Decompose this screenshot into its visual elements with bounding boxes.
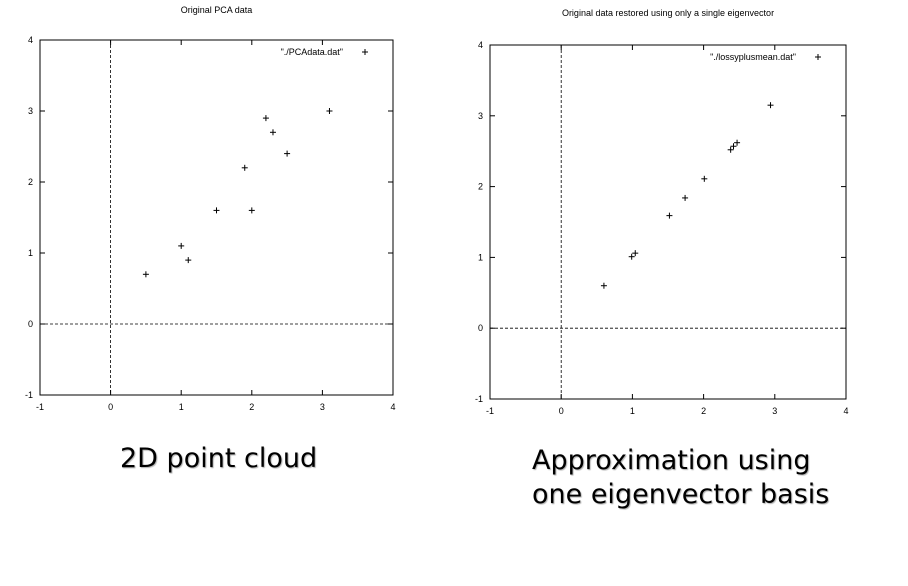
- data-point: [767, 102, 774, 109]
- data-point: [682, 194, 689, 201]
- data-point: [213, 207, 220, 214]
- legend-label: "./lossyplusmean.dat": [710, 52, 796, 62]
- data-point: [241, 164, 248, 171]
- data-point: [326, 108, 333, 114]
- data-point: [628, 253, 635, 260]
- y-tick-label: 2: [478, 182, 483, 192]
- plot-frame: [39, 39, 394, 396]
- caption-approximation-line-2: one eigenvector basis: [532, 479, 830, 510]
- x-tick-label: 1: [179, 402, 184, 412]
- caption-2d-point-cloud: 2D point cloud: [120, 443, 318, 474]
- chart-title: Original data restored using only a sing…: [562, 8, 774, 18]
- legend-marker: [815, 54, 821, 60]
- data-point: [284, 150, 291, 157]
- legend-label: "./PCAdata.dat": [281, 47, 343, 57]
- x-tick-label: 3: [772, 406, 777, 416]
- caption-approximation: Approximation using one eigenvector basi…: [532, 444, 829, 512]
- data-point: [262, 115, 269, 122]
- pca-data-chart: Original PCA data -1 0 1 2 3 4 -1 0 1 2 3 4 "./PCAdat…: [25, 5, 396, 412]
- data-point: [632, 250, 639, 257]
- chart-title: Original PCA data: [181, 5, 253, 15]
- x-tick-label: -1: [486, 406, 494, 416]
- x-tick-label: 0: [559, 406, 564, 416]
- y-tick-label: -1: [475, 394, 483, 404]
- y-tick-label: 4: [478, 40, 483, 50]
- x-tick-label: 0: [108, 402, 113, 412]
- data-point: [600, 282, 607, 289]
- data-point: [248, 207, 255, 214]
- y-tick-label: 1: [478, 252, 483, 262]
- y-tick-label: 2: [28, 177, 33, 187]
- y-tick-label: 1: [28, 248, 33, 258]
- data-point: [185, 257, 192, 264]
- x-tick-label: 3: [320, 402, 325, 412]
- x-tick-label: 4: [390, 402, 395, 412]
- y-tick-label: 3: [28, 106, 33, 116]
- x-tick-label: 2: [249, 402, 254, 412]
- data-point: [734, 139, 741, 146]
- data-point: [178, 242, 185, 249]
- data-point: [701, 175, 708, 182]
- legend-marker: [362, 49, 368, 55]
- y-tick-label: -1: [25, 390, 33, 400]
- data-point: [727, 146, 734, 153]
- data-point: [142, 271, 149, 278]
- data-point: [269, 129, 276, 136]
- restored-data-chart: Original data restored using only a sing…: [475, 8, 849, 416]
- plot-frame: [489, 44, 847, 400]
- x-tick-label: 2: [701, 406, 706, 416]
- data-point: [666, 212, 673, 219]
- y-tick-label: 4: [28, 35, 33, 45]
- x-tick-label: 1: [630, 406, 635, 416]
- data-point: [730, 143, 737, 150]
- caption-approximation-line-1: Approximation using: [532, 445, 811, 476]
- x-tick-label: 4: [843, 406, 848, 416]
- x-tick-label: -1: [36, 402, 44, 412]
- y-tick-label: 3: [478, 111, 483, 121]
- y-tick-label: 0: [478, 323, 483, 333]
- y-tick-label: 0: [28, 319, 33, 329]
